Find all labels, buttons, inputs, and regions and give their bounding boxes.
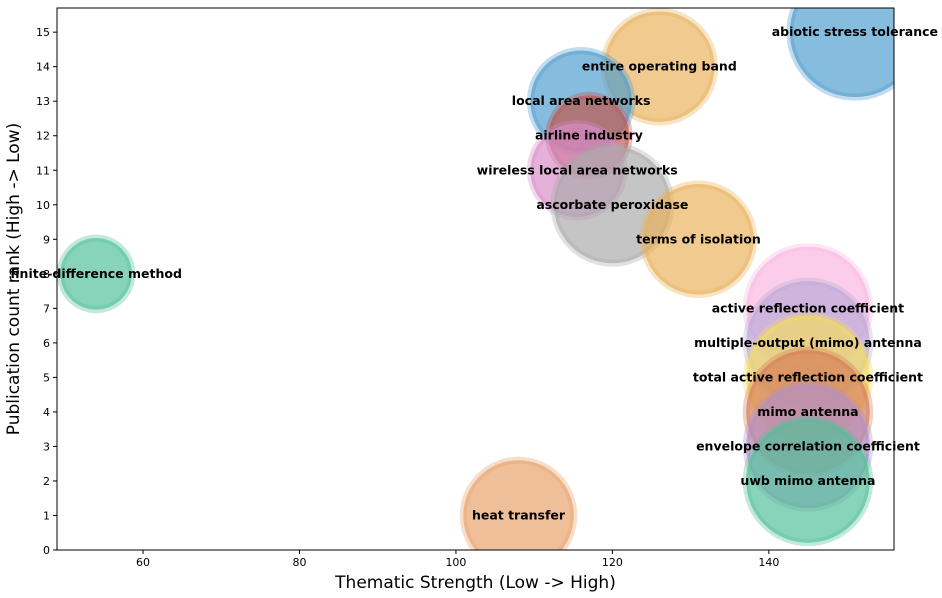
bubble-label: ascorbate peroxidase <box>536 197 688 212</box>
bubble-point <box>459 456 578 550</box>
x-tick-label: 120 <box>602 556 623 569</box>
y-tick-label: 9 <box>43 233 50 246</box>
bubble-label: airline industry <box>535 128 643 143</box>
bubble-point <box>786 8 894 101</box>
y-tick-label: 15 <box>36 26 50 39</box>
y-tick-label: 6 <box>43 337 50 350</box>
y-tick-label: 0 <box>43 544 50 557</box>
x-axis-title: Thematic Strength (Low -> High) <box>334 573 616 593</box>
y-tick-label: 1 <box>43 509 50 522</box>
bubble-label: local area networks <box>512 93 651 108</box>
x-axis-ticks: 60 80 100 120 140 <box>136 550 779 569</box>
y-tick-label: 10 <box>36 199 50 212</box>
bubble-label: entire operating band <box>582 59 737 74</box>
bubble-label: mimo antenna <box>757 404 858 419</box>
y-tick-label: 4 <box>43 406 50 419</box>
bubble-label: total active reflection coefficient <box>693 369 923 384</box>
bubble-label: heat transfer <box>472 507 566 522</box>
y-tick-label: 3 <box>43 440 50 453</box>
y-axis-title: Publication count rank (High -> Low) <box>4 123 24 436</box>
bubble-label: envelope correlation coefficient <box>696 438 920 453</box>
y-tick-label: 2 <box>43 475 50 488</box>
y-tick-label: 11 <box>36 164 50 177</box>
bubble-label: finite-difference method <box>10 266 182 281</box>
plot-frame <box>56 7 895 551</box>
bubble-label: uwb mimo antenna <box>740 473 875 488</box>
bubble-label: active reflection coefficient <box>712 300 904 315</box>
y-tick-label: 14 <box>36 61 50 74</box>
bubble-label: terms of isolation <box>636 231 761 246</box>
bubble-label: multiple-output (mimo) antenna <box>694 335 922 350</box>
bubble-point <box>57 234 136 314</box>
y-tick-label: 12 <box>36 130 50 143</box>
y-tick-label: 13 <box>36 95 50 108</box>
x-tick-label: 100 <box>445 556 466 569</box>
bubble-label: wireless local area networks <box>477 162 678 177</box>
y-tick-label: 5 <box>43 371 50 384</box>
bubble-point <box>742 415 874 547</box>
y-tick-label: 7 <box>43 302 50 315</box>
bubble-labels-group: abiotic stress tolerance entire operating… <box>10 24 938 522</box>
x-tick-label: 80 <box>292 556 306 569</box>
bubbles-group <box>57 8 894 550</box>
y-tick-label: 8 <box>43 268 50 281</box>
bubble-label: abiotic stress tolerance <box>772 24 938 39</box>
x-tick-label: 140 <box>758 556 779 569</box>
x-tick-label: 60 <box>136 556 150 569</box>
bubble-point <box>639 180 758 299</box>
